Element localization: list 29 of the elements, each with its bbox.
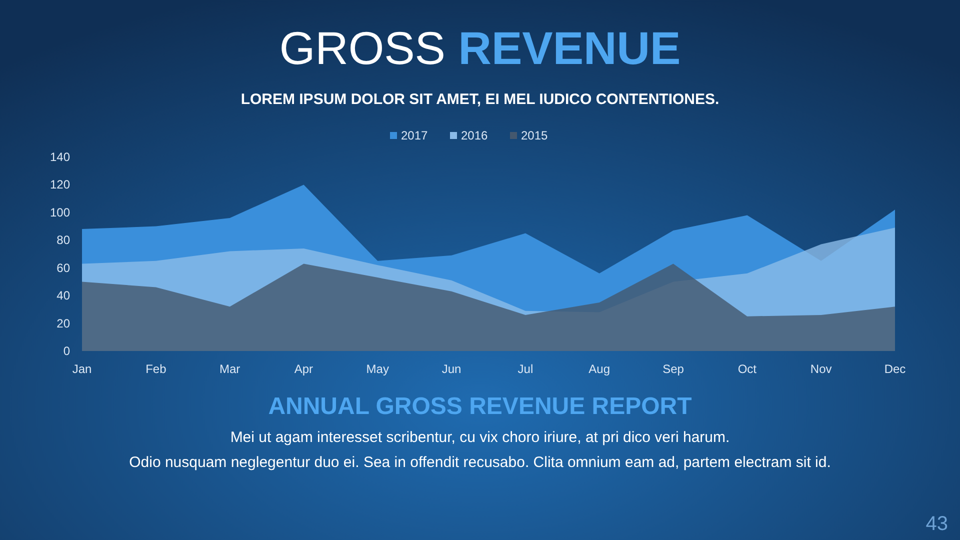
text: 43 [926, 513, 948, 535]
x-tick-label: Nov [810, 362, 832, 376]
chart-subtitle: LOREM IPSUM DOLOR SIT AMET, EI MEL IUDICO CONTENTIONES. [240, 91, 720, 108]
text: Odio nusquam neglegentur duo ei. Sea in offendit recusabo. Clita omnium eam ad, partem electram sit id. [129, 454, 831, 471]
legend-label: 2017 [401, 128, 428, 142]
x-tick-label: May [366, 362, 389, 376]
x-tick-label: Mar [219, 362, 240, 376]
x-tick-label: Jun [442, 362, 462, 376]
y-tick-label: 120 [50, 178, 70, 192]
legend-label: 2016 [461, 128, 488, 142]
x-tick-label: Sep [662, 362, 684, 376]
chart-title: GROSS REVENUE [279, 22, 681, 74]
y-tick-label: 80 [56, 233, 70, 248]
x-tick-label: Jan [72, 362, 92, 376]
x-tick-label: Apr [294, 362, 314, 376]
y-tick-label: 40 [56, 288, 70, 303]
x-tick-label: Dec [884, 362, 906, 376]
y-tick-label: 0 [63, 344, 70, 358]
x-tick-label: Aug [588, 362, 610, 376]
x-tick-label: Oct [738, 362, 758, 376]
text: Mei ut agam interesset scribentur, cu vix choro iriure, at pri dico veri harum. [230, 429, 730, 446]
y-tick-label: 20 [56, 316, 70, 330]
legend-label: 2015 [521, 128, 548, 142]
y-tick-label: 60 [56, 260, 70, 275]
x-tick-label: Jul [518, 362, 534, 376]
y-tick-label: 100 [50, 205, 70, 220]
y-tick-label: 140 [50, 150, 70, 164]
x-tick-label: Feb [146, 362, 167, 376]
text: ANNUAL GROSS REVENUE REPORT [268, 393, 692, 420]
